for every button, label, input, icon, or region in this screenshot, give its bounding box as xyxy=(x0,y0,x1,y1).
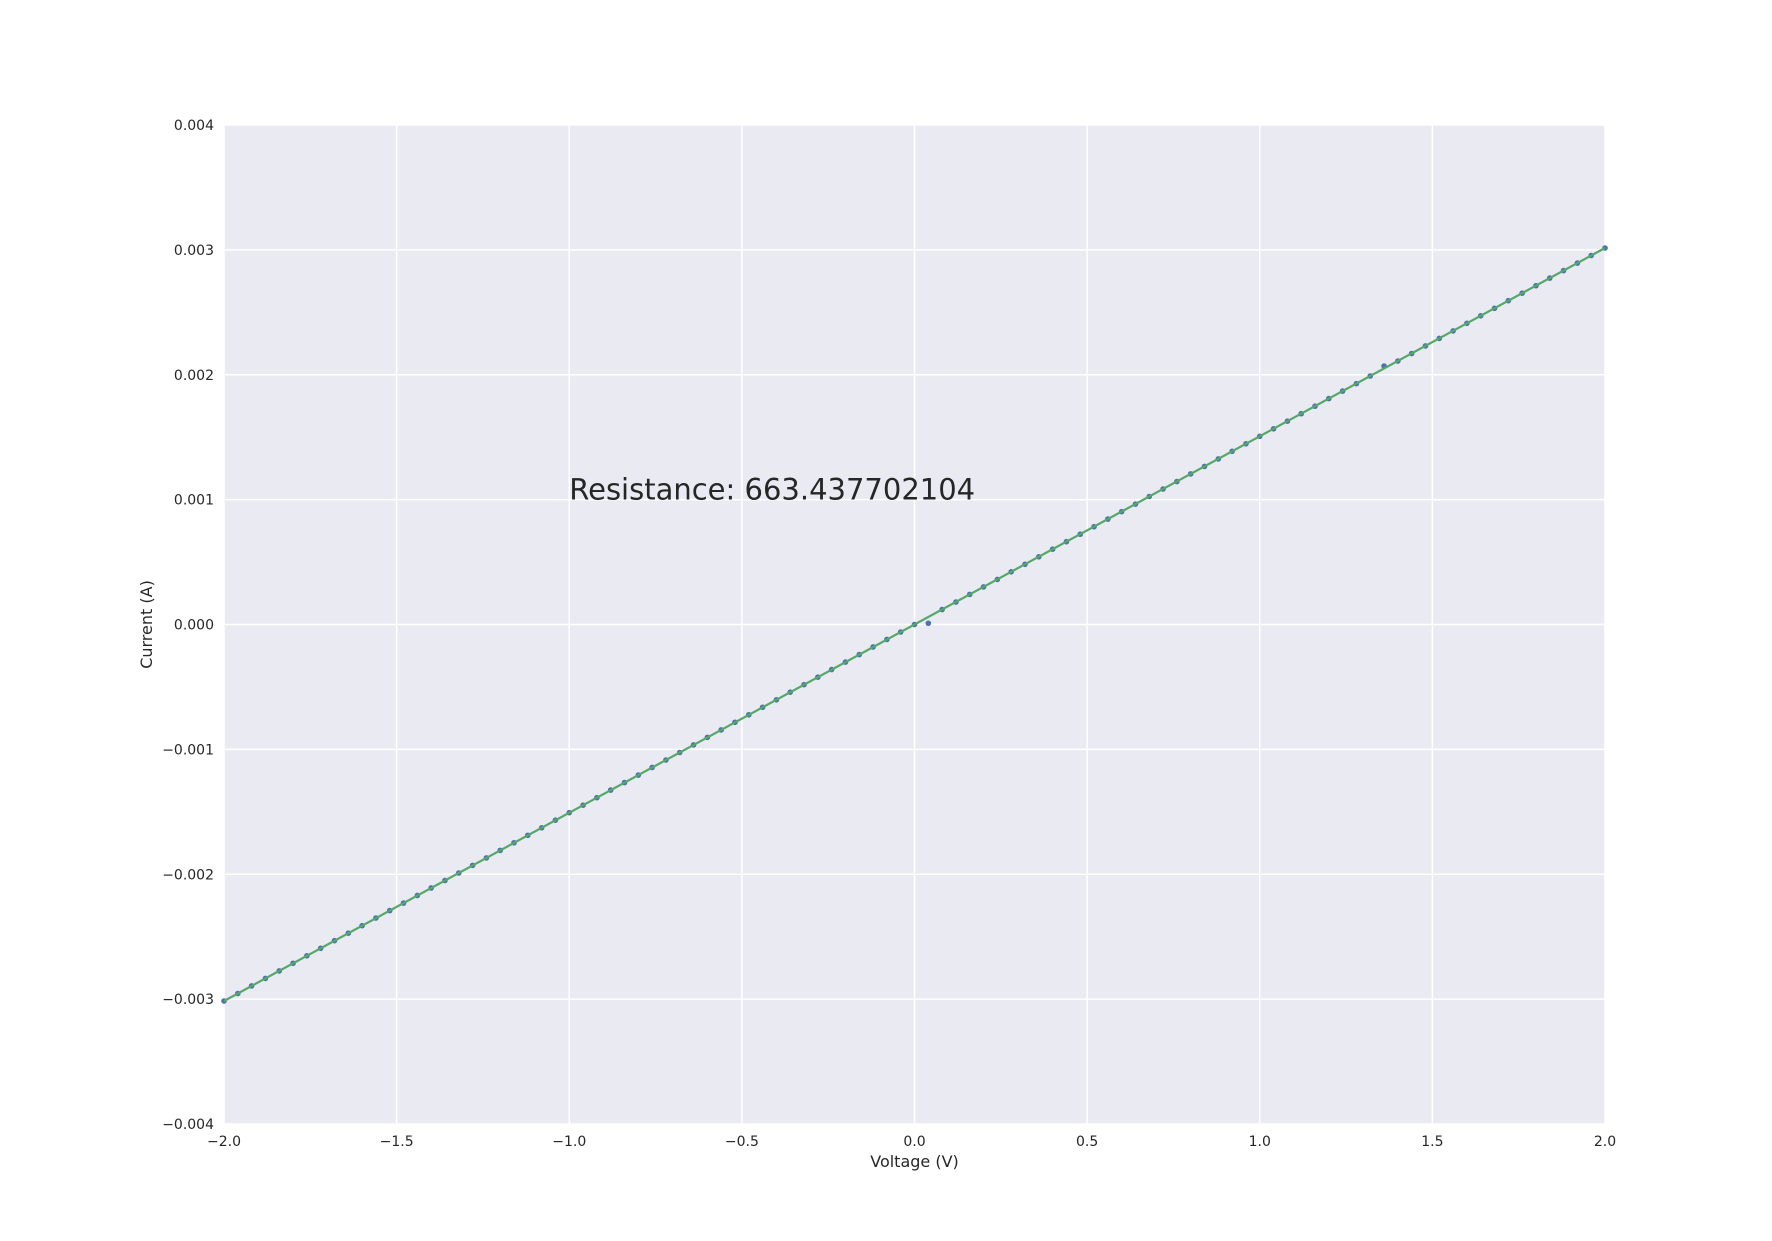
x-axis-ticks: −2.0 −1.5 −1.0 −0.5 0.0 0.5 1.0 1.5 2.0 xyxy=(207,1134,1616,1150)
series-layer xyxy=(221,245,1608,1004)
y-tick-label: 0.004 xyxy=(174,118,214,134)
y-axis-label: Current (A) xyxy=(137,580,156,669)
x-tick-label: −1.0 xyxy=(552,1134,586,1150)
y-tick-label: 0.002 xyxy=(174,368,214,384)
x-tick-label: −0.5 xyxy=(725,1134,759,1150)
y-tick-label: 0.003 xyxy=(174,243,214,259)
y-tick-label: −0.003 xyxy=(162,992,214,1008)
y-tick-label: 0.000 xyxy=(174,618,214,634)
y-tick-label: −0.001 xyxy=(162,742,214,758)
y-axis-ticks: −0.004 −0.003 −0.002 −0.001 0.000 0.001 0.002 0… xyxy=(162,118,214,1133)
x-axis-label: Voltage (V) xyxy=(870,1152,959,1171)
resistance-annotation: Resistance: 663.437702104 xyxy=(569,473,975,507)
data-point xyxy=(925,620,932,627)
x-tick-label: 1.0 xyxy=(1249,1134,1271,1150)
x-tick-label: 0.0 xyxy=(903,1134,925,1150)
fit-line xyxy=(224,247,1605,1002)
x-tick-label: 0.5 xyxy=(1076,1134,1098,1150)
x-tick-label: −2.0 xyxy=(207,1134,241,1150)
x-tick-label: 1.5 xyxy=(1421,1134,1443,1150)
x-tick-label: −1.5 xyxy=(380,1134,414,1150)
y-tick-label: −0.004 xyxy=(162,1117,214,1133)
y-tick-label: 0.001 xyxy=(174,493,214,509)
y-tick-label: −0.002 xyxy=(162,867,214,883)
x-tick-label: 2.0 xyxy=(1594,1134,1616,1150)
